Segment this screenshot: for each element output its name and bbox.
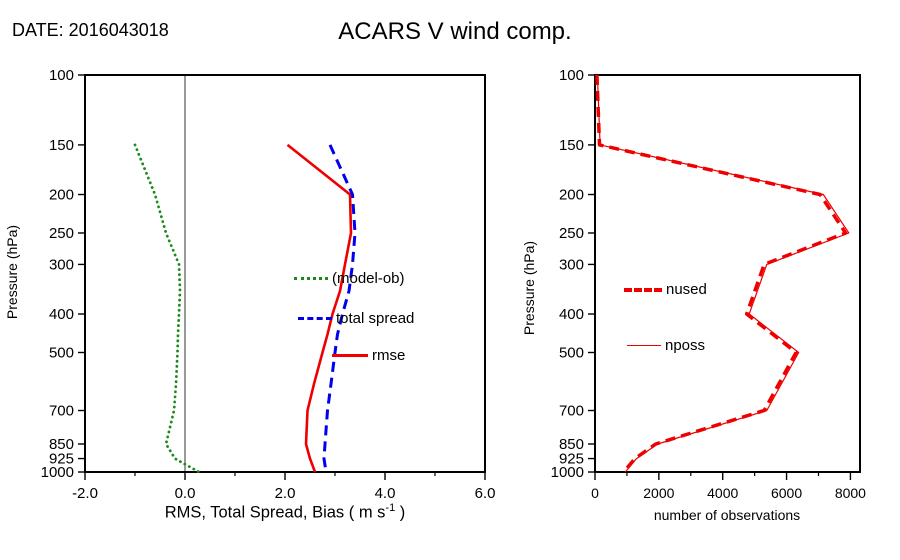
legend-label-total-spread: total spread [336, 310, 415, 327]
y-tick-label: 850 [49, 436, 74, 453]
left-xaxis-title-text: RMS, Total Spread, Bias ( m s [164, 503, 386, 522]
left-xaxis-title: RMS, Total Spread, Bias ( m s-1 ) [135, 502, 435, 523]
x-tick-label: 8000 [835, 485, 866, 501]
y-tick-label: 250 [49, 225, 74, 242]
y-tick-label: 100 [559, 67, 584, 84]
y-tick-label: 200 [49, 187, 74, 204]
legend-item-model-ob: (model-ob) [294, 270, 405, 287]
legend-item-rmse: rmse [332, 347, 405, 364]
y-tick-label: 150 [559, 137, 584, 154]
x-tick-label: 0 [591, 485, 599, 501]
x-tick-label: 4.0 [375, 485, 396, 502]
legend-label-nused: nused [666, 281, 707, 298]
y-tick-label: 850 [559, 436, 584, 453]
right-chart-svg: 0 2000 4000 6000 8000 100 150 200 250 300 400 500 70… [551, 67, 867, 501]
legend-item-nposs: nposs [627, 337, 705, 354]
y-tick-label: 1000 [551, 464, 584, 481]
right-yaxis-title: Pressure (hPa) [521, 240, 537, 336]
left-yaxis-title: Pressure (hPa) [4, 224, 20, 320]
series-line-rmse [286, 143, 353, 473]
y-tick-label: 200 [559, 187, 584, 204]
x-tick-label: 0.0 [175, 485, 196, 502]
y-tick-label: 100 [49, 67, 74, 84]
y-tick-label: 250 [559, 225, 584, 242]
y-tick-label: 300 [559, 256, 584, 273]
series-line-total-spread [322, 144, 357, 473]
legend-sample-rmse [332, 354, 368, 357]
x-tick-label: 2000 [643, 485, 674, 501]
left-xaxis-title-suffix: ) [395, 503, 406, 522]
x-tick-label: 6.0 [475, 485, 496, 502]
x-tick-label: 4000 [707, 485, 738, 501]
y-tick-label: 925 [49, 451, 74, 468]
series-line-nposs [596, 74, 850, 473]
y-tick-label: 300 [49, 256, 74, 273]
x-tick-label: 6000 [771, 485, 802, 501]
series-line-model-ob [133, 143, 201, 474]
legend-sample-nused [624, 287, 662, 292]
date-label: DATE: 2016043018 [12, 20, 169, 40]
y-tick-label: 500 [559, 344, 584, 361]
right-xaxis-title: number of observations [653, 507, 801, 523]
legend-label-model-ob: (model-ob) [332, 270, 405, 287]
left-xaxis-title-superscript: -1 [385, 502, 396, 514]
page-title: ACARS V wind comp. [338, 18, 572, 45]
plot-frame [84, 74, 486, 473]
x-tick-label: -2.0 [72, 485, 98, 502]
y-tick-label: 1000 [41, 464, 74, 481]
plot-frame [594, 74, 861, 473]
y-tick-label: 400 [559, 306, 584, 323]
y-tick-label: 700 [559, 403, 584, 420]
y-tick-label: 150 [49, 137, 74, 154]
legend-item-total-spread: total spread [298, 310, 414, 327]
legend-label-rmse: rmse [372, 347, 406, 364]
legend-sample-total-spread [298, 317, 332, 320]
y-tick-label: 700 [49, 403, 74, 420]
series-line-nused [595, 74, 848, 474]
y-tick-label: 925 [559, 451, 584, 468]
legend-label-nposs: nposs [665, 337, 706, 354]
legend-item-nused: nused [624, 281, 707, 298]
x-tick-label: 2.0 [275, 485, 296, 502]
legend-sample-model-ob [294, 277, 328, 280]
y-tick-label: 400 [49, 306, 74, 323]
legend-sample-nposs [627, 345, 661, 346]
y-tick-label: 500 [49, 344, 74, 361]
left-chart-svg: -2.0 0.0 2.0 4.0 6.0 100 150 200 250 300 400 500 700… [41, 67, 496, 502]
